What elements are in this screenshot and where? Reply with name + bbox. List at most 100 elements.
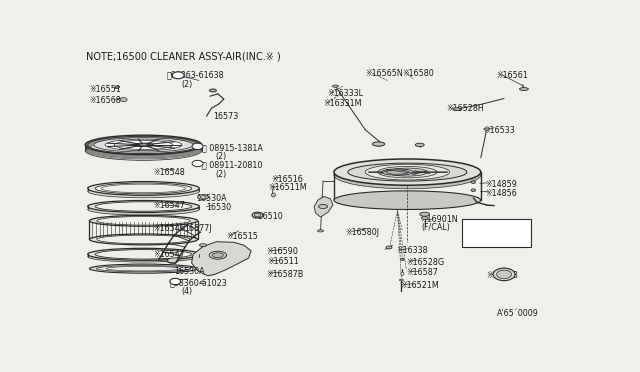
Text: ※14859: ※14859 <box>486 180 518 189</box>
Ellipse shape <box>97 266 191 272</box>
Text: ※16510: ※16510 <box>251 212 283 221</box>
Text: ※16338: ※16338 <box>396 246 428 255</box>
Text: (4): (4) <box>182 287 193 296</box>
Text: ※16511: ※16511 <box>268 257 300 266</box>
Ellipse shape <box>252 212 263 218</box>
Ellipse shape <box>334 191 481 209</box>
Text: ※16590: ※16590 <box>266 247 298 256</box>
Ellipse shape <box>88 185 199 198</box>
Text: 16530: 16530 <box>207 203 232 212</box>
Ellipse shape <box>378 166 437 178</box>
Ellipse shape <box>97 217 190 225</box>
Ellipse shape <box>88 182 199 195</box>
Ellipse shape <box>88 248 199 260</box>
Ellipse shape <box>138 144 148 146</box>
Ellipse shape <box>453 108 461 110</box>
Ellipse shape <box>88 251 199 262</box>
Ellipse shape <box>115 86 120 88</box>
Ellipse shape <box>200 196 206 198</box>
Ellipse shape <box>365 164 449 180</box>
Ellipse shape <box>90 215 198 226</box>
Ellipse shape <box>88 201 199 212</box>
Text: CAN.T,K/CAB: CAN.T,K/CAB <box>472 231 523 240</box>
Ellipse shape <box>372 142 385 146</box>
Ellipse shape <box>271 193 275 197</box>
Ellipse shape <box>399 279 403 281</box>
Text: Ⓝ08360-61023: Ⓝ08360-61023 <box>169 278 227 287</box>
Ellipse shape <box>388 168 428 176</box>
Text: ※16587B: ※16587B <box>266 270 303 279</box>
Text: ※16333L: ※16333L <box>327 89 363 99</box>
Ellipse shape <box>381 169 413 175</box>
Ellipse shape <box>334 161 481 189</box>
Ellipse shape <box>106 266 180 271</box>
Text: ※16565N: ※16565N <box>365 69 403 78</box>
Ellipse shape <box>471 181 476 183</box>
Text: Ⓝ 08911-20810: Ⓝ 08911-20810 <box>202 160 262 169</box>
Ellipse shape <box>198 195 209 199</box>
Polygon shape <box>314 196 333 217</box>
Text: ※16547: ※16547 <box>154 250 186 259</box>
Ellipse shape <box>401 259 404 260</box>
Text: ※16551: ※16551 <box>89 84 121 93</box>
Circle shape <box>192 143 203 150</box>
Text: ※16523: ※16523 <box>486 271 518 280</box>
Text: (2): (2) <box>215 152 226 161</box>
Text: (2): (2) <box>182 80 193 89</box>
Text: Ⓝ08363-61638: Ⓝ08363-61638 <box>167 70 225 79</box>
Ellipse shape <box>90 264 198 273</box>
Text: ※16547: ※16547 <box>154 201 186 211</box>
Ellipse shape <box>254 214 260 217</box>
Text: ※16587: ※16587 <box>406 268 438 277</box>
Text: ※16511M: ※16511M <box>269 183 307 192</box>
Ellipse shape <box>97 235 190 244</box>
Ellipse shape <box>101 184 186 193</box>
Text: ※16580J: ※16580J <box>346 228 380 237</box>
Ellipse shape <box>200 244 207 247</box>
Ellipse shape <box>209 251 227 259</box>
Ellipse shape <box>88 136 199 154</box>
Ellipse shape <box>317 230 324 232</box>
Text: FOR: FOR <box>477 224 493 232</box>
Text: N: N <box>195 161 200 166</box>
Ellipse shape <box>209 89 216 92</box>
Ellipse shape <box>95 183 192 194</box>
Text: NOTE;16500 CLEANER ASSY-AIR(INC.※ ): NOTE;16500 CLEANER ASSY-AIR(INC.※ ) <box>86 52 281 62</box>
Ellipse shape <box>420 212 429 216</box>
Text: 16530A: 16530A <box>174 267 205 276</box>
Text: (2): (2) <box>215 170 226 179</box>
Ellipse shape <box>415 143 424 147</box>
Text: ※16561: ※16561 <box>497 71 529 80</box>
Ellipse shape <box>94 138 193 152</box>
Ellipse shape <box>85 135 202 155</box>
Text: ※16528H: ※16528H <box>446 104 484 113</box>
Text: M: M <box>195 144 200 149</box>
Ellipse shape <box>88 203 199 215</box>
Circle shape <box>120 97 127 102</box>
Ellipse shape <box>319 205 328 208</box>
Circle shape <box>493 268 515 280</box>
Circle shape <box>497 270 511 279</box>
Ellipse shape <box>85 141 202 160</box>
Circle shape <box>172 72 184 79</box>
Ellipse shape <box>348 163 467 181</box>
Ellipse shape <box>471 189 476 192</box>
Ellipse shape <box>95 202 192 211</box>
Ellipse shape <box>386 246 392 249</box>
Ellipse shape <box>200 281 206 283</box>
Ellipse shape <box>334 159 481 185</box>
Ellipse shape <box>484 128 490 130</box>
Text: ※16528G: ※16528G <box>406 258 445 267</box>
Ellipse shape <box>212 253 223 257</box>
Circle shape <box>192 160 203 167</box>
Text: 16577J: 16577J <box>184 224 212 233</box>
Ellipse shape <box>168 257 179 263</box>
Ellipse shape <box>90 234 198 245</box>
Ellipse shape <box>95 250 192 259</box>
Ellipse shape <box>387 170 408 174</box>
Text: (F/CAL): (F/CAL) <box>421 224 450 232</box>
Ellipse shape <box>114 140 173 150</box>
Ellipse shape <box>401 272 404 276</box>
Polygon shape <box>191 242 251 276</box>
Text: A'65´0009: A'65´0009 <box>497 309 538 318</box>
